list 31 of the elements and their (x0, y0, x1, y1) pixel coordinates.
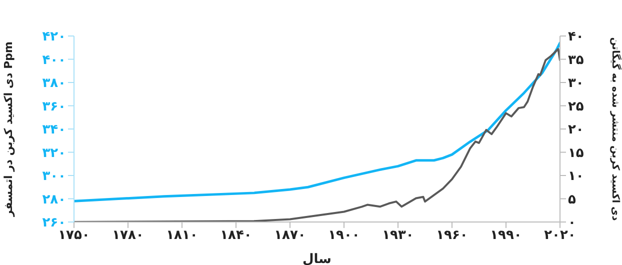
y2-tick-label: ۲۵ (568, 99, 584, 114)
x-tick-label: ۱۷۵۰ (58, 228, 90, 244)
y2-tick-label: ۱۵ (568, 146, 584, 161)
y-tick-label: ۴۲۰ (42, 30, 66, 45)
x-tick-label: ۲۰۲۰ (544, 228, 576, 244)
y2-tick-label: ۳۰ (568, 76, 584, 92)
y2-tick-label: ۰ (568, 216, 576, 231)
x-tick-label: ۱۹۳۰ (382, 228, 414, 244)
y2-tick-label: ۴۰ (568, 30, 584, 45)
y-tick-label: ۲۸۰ (42, 192, 66, 208)
y-tick-label: ۳۸۰ (42, 76, 66, 92)
y2-axis-title: دی اکسید کربن منتشر شده به گیگاتن (609, 37, 622, 221)
y2-tick-label: ۱۰ (568, 169, 584, 184)
x-tick-label: ۱۹۰۰ (328, 228, 360, 244)
x-tick-label: ۱۸۴۰ (220, 228, 252, 244)
y2-tick-label: ۵ (568, 192, 576, 208)
y2-tick-label: ۳۵ (568, 52, 584, 68)
y-tick-label: ۳۴۰ (42, 122, 66, 138)
x-tick-label: ۱۹۶۰ (436, 228, 468, 244)
x-tick-label: ۱۹۹۰ (490, 228, 522, 244)
y-tick-label: ۳۰۰ (42, 169, 66, 184)
y-axis-title: دی اکسید کربن در اتمسفر Ppm (2, 42, 15, 218)
x-tick-label: ۱۸۱۰ (166, 228, 198, 244)
y-tick-label: ۲۶۰ (42, 216, 66, 231)
y2-tick-label: ۲۰ (568, 122, 584, 138)
y-tick-label: ۳۶۰ (42, 99, 66, 114)
y-tick-label: ۴۰۰ (42, 52, 66, 68)
x-axis-title: سال (302, 252, 332, 265)
y-tick-label: ۳۲۰ (42, 146, 66, 161)
x-tick-label: ۱۷۸۰ (112, 228, 144, 244)
x-tick-label: ۱۸۷۰ (274, 228, 306, 244)
